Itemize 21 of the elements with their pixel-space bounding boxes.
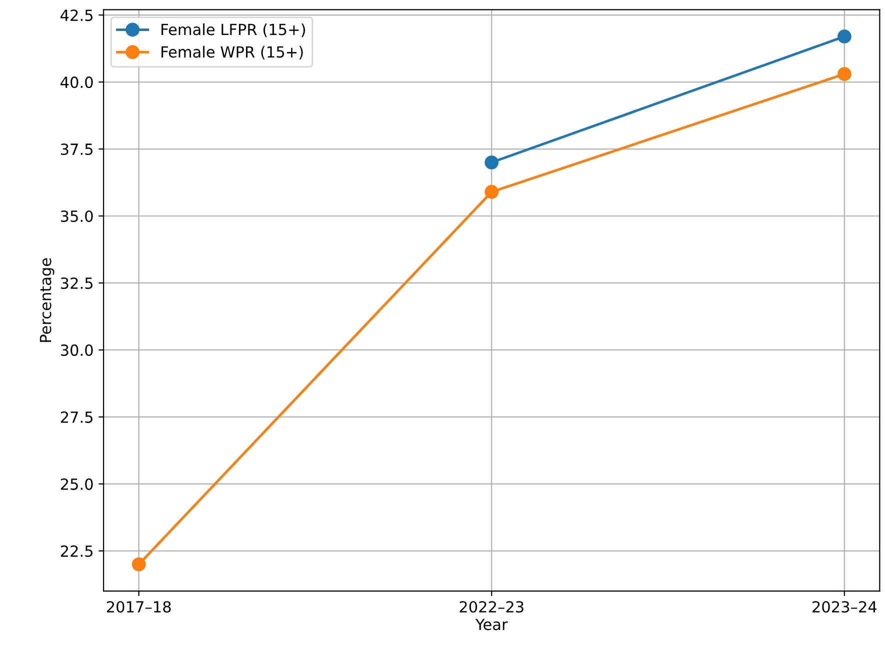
y-tick-label: 40.0 (60, 76, 93, 88)
x-tick-label: 2023–24 (812, 601, 877, 613)
point (484, 184, 499, 199)
point (837, 30, 852, 44)
y-tick-label: 27.5 (60, 411, 92, 423)
x-axis-title: Year (475, 618, 508, 630)
point (837, 67, 852, 81)
y-tick-label: 30.0 (60, 344, 93, 356)
y-tick-label: 37.5 (60, 143, 92, 156)
point (484, 155, 499, 170)
y-axis-title: Percentage (40, 258, 54, 342)
legend-label: Female LFPR (15+) (162, 23, 305, 38)
y-tick-label: 42.5 (60, 10, 92, 22)
x-tick-label: 2017–18 (106, 601, 171, 613)
legend-label: Female WPR (15+) (162, 46, 303, 60)
y-tick-label: 35.0 (60, 210, 93, 222)
y-tick-label: 25.0 (60, 478, 93, 490)
point (132, 557, 146, 572)
x-tick-label: 2022–23 (460, 601, 524, 613)
y-tick-label: 22.5 (60, 545, 92, 557)
y-tick-label: 32.5 (60, 277, 92, 289)
